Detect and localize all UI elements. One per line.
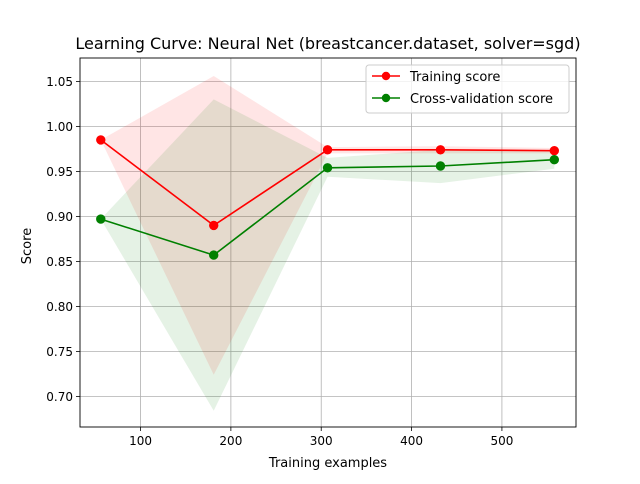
legend-marker-training — [381, 71, 391, 81]
y-tick-label: 1.05 — [46, 75, 73, 89]
x-tick-label: 300 — [310, 434, 333, 448]
x-tick-label: 500 — [490, 434, 513, 448]
chart-title: Learning Curve: Neural Net (breastcancer… — [75, 34, 580, 53]
x-axis-label: Training examples — [268, 456, 387, 471]
series-lines — [96, 135, 560, 260]
data-point-training — [209, 220, 219, 231]
y-tick-label: 0.95 — [46, 165, 73, 179]
y-tick-label: 0.80 — [46, 300, 73, 314]
x-tick-label: 100 — [129, 434, 152, 448]
legend: Training score Cross-validation score — [365, 64, 570, 114]
y-tick-label: 0.90 — [46, 210, 73, 224]
axes-frame — [79, 57, 577, 428]
legend-box — [365, 64, 570, 114]
data-point-cross-validation — [549, 155, 560, 165]
confidence-band-cross-validation — [100, 99, 555, 411]
y-tick-label: 0.85 — [46, 255, 73, 269]
data-point-training — [549, 146, 560, 156]
axes: 100 200 300 400 500 0.70 0.75 0.80 0.85 0.90 0.95 1… — [46, 57, 577, 448]
legend-marker-cross-validation — [381, 93, 391, 103]
legend-label-cross-validation: Cross-validation score — [410, 92, 553, 107]
data-point-training — [96, 135, 106, 145]
x-tick-label: 400 — [400, 434, 423, 448]
data-point-cross-validation — [209, 250, 219, 260]
y-tick-label: 1.00 — [46, 120, 73, 134]
data-point-training — [322, 145, 333, 155]
y-tick-label: 0.70 — [46, 390, 73, 404]
data-point-cross-validation — [96, 214, 106, 224]
data-point-cross-validation — [322, 163, 333, 173]
legend-label-training: Training score — [409, 70, 500, 85]
x-tick-label: 200 — [219, 434, 242, 448]
data-point-training — [435, 145, 446, 155]
y-tick-label: 0.75 — [46, 345, 73, 359]
data-point-cross-validation — [435, 161, 446, 171]
y-axis-label: Score — [20, 228, 35, 264]
